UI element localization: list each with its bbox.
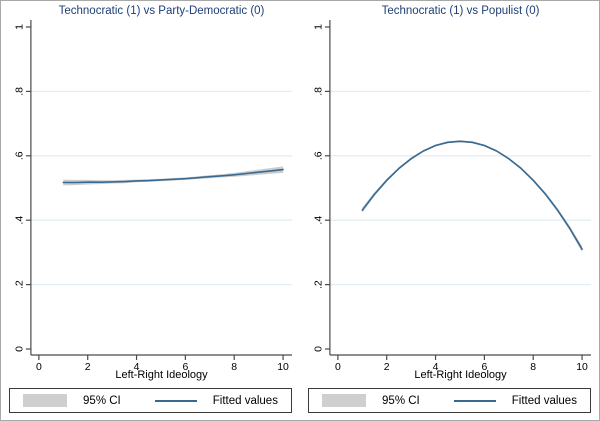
fitted-values-chart-left: 0.2.4.6.810 2 4 6 8 10 [15, 20, 293, 370]
x-tick-label: 8 [530, 362, 536, 370]
fitted-values-chart-right: 0.2.4.6.810 2 4 6 8 10 [314, 20, 592, 370]
fitted-line [62, 168, 284, 184]
legend-right: 95% CI Fitted values [308, 388, 591, 413]
x-axis-title-right: Left-Right Ideology [414, 369, 507, 381]
y-tick-label: .8 [314, 87, 325, 96]
y-tick-label: .2 [314, 280, 325, 289]
gridlines [329, 90, 592, 286]
legend-fitted-label: Fitted values [212, 394, 278, 407]
axes [324, 20, 592, 360]
x-tick-label: 6 [481, 362, 487, 370]
ci-band [362, 140, 583, 253]
x-tick-label: 0 [36, 362, 42, 370]
x-tick-label: 0 [335, 362, 341, 370]
chart-title-left: Technocratic (1) vs Party-Democratic (0) [58, 5, 265, 17]
x-axis-title-left: Left-Right Ideology [115, 369, 208, 381]
y-tick-label: .8 [15, 87, 26, 96]
ci-band [63, 166, 284, 186]
x-tick-label: 2 [384, 362, 390, 370]
chart-title-right: Technocratic (1) vs Populist (0) [381, 5, 540, 17]
panel-party-democratic: Technocratic (1) vs Party-Democratic (0)… [1, 1, 300, 420]
legend-fitted-label: Fitted values [511, 394, 577, 407]
x-tick-label: 2 [85, 362, 91, 370]
fitted-line-icon [154, 399, 197, 402]
x-tick-label: 10 [576, 362, 588, 370]
ci-swatch-icon [23, 394, 68, 407]
fitted-line [361, 140, 583, 250]
x-tick-label: 8 [231, 362, 237, 370]
y-tick-label: .4 [314, 216, 325, 225]
y-tick-label: 1 [314, 24, 325, 30]
y-tick-label: 0 [15, 346, 26, 352]
fitted-line-icon [453, 399, 496, 402]
y-tick-label: .6 [314, 151, 325, 160]
legend-ci-label: 95% CI [83, 394, 121, 407]
x-tick-label: 4 [134, 362, 140, 370]
panel-populist: Technocratic (1) vs Populist (0) 0 .2 .4 .6… [300, 1, 599, 420]
legend-ci-label: 95% CI [382, 394, 420, 407]
x-tick-label: 4 [433, 362, 439, 370]
axes [25, 20, 293, 360]
y-tick-label: 0 [314, 346, 325, 352]
y-tick-label: .4 [15, 216, 26, 225]
y-tick-label: .2 [15, 280, 26, 289]
y-tick-label: .6 [15, 151, 26, 160]
y-tick-label: 1 [15, 24, 26, 30]
gridlines [30, 90, 293, 286]
x-tick-label: 10 [277, 362, 289, 370]
x-tick-label: 6 [182, 362, 188, 370]
ci-swatch-icon [322, 394, 367, 407]
legend-left: 95% CI Fitted values [9, 388, 292, 413]
